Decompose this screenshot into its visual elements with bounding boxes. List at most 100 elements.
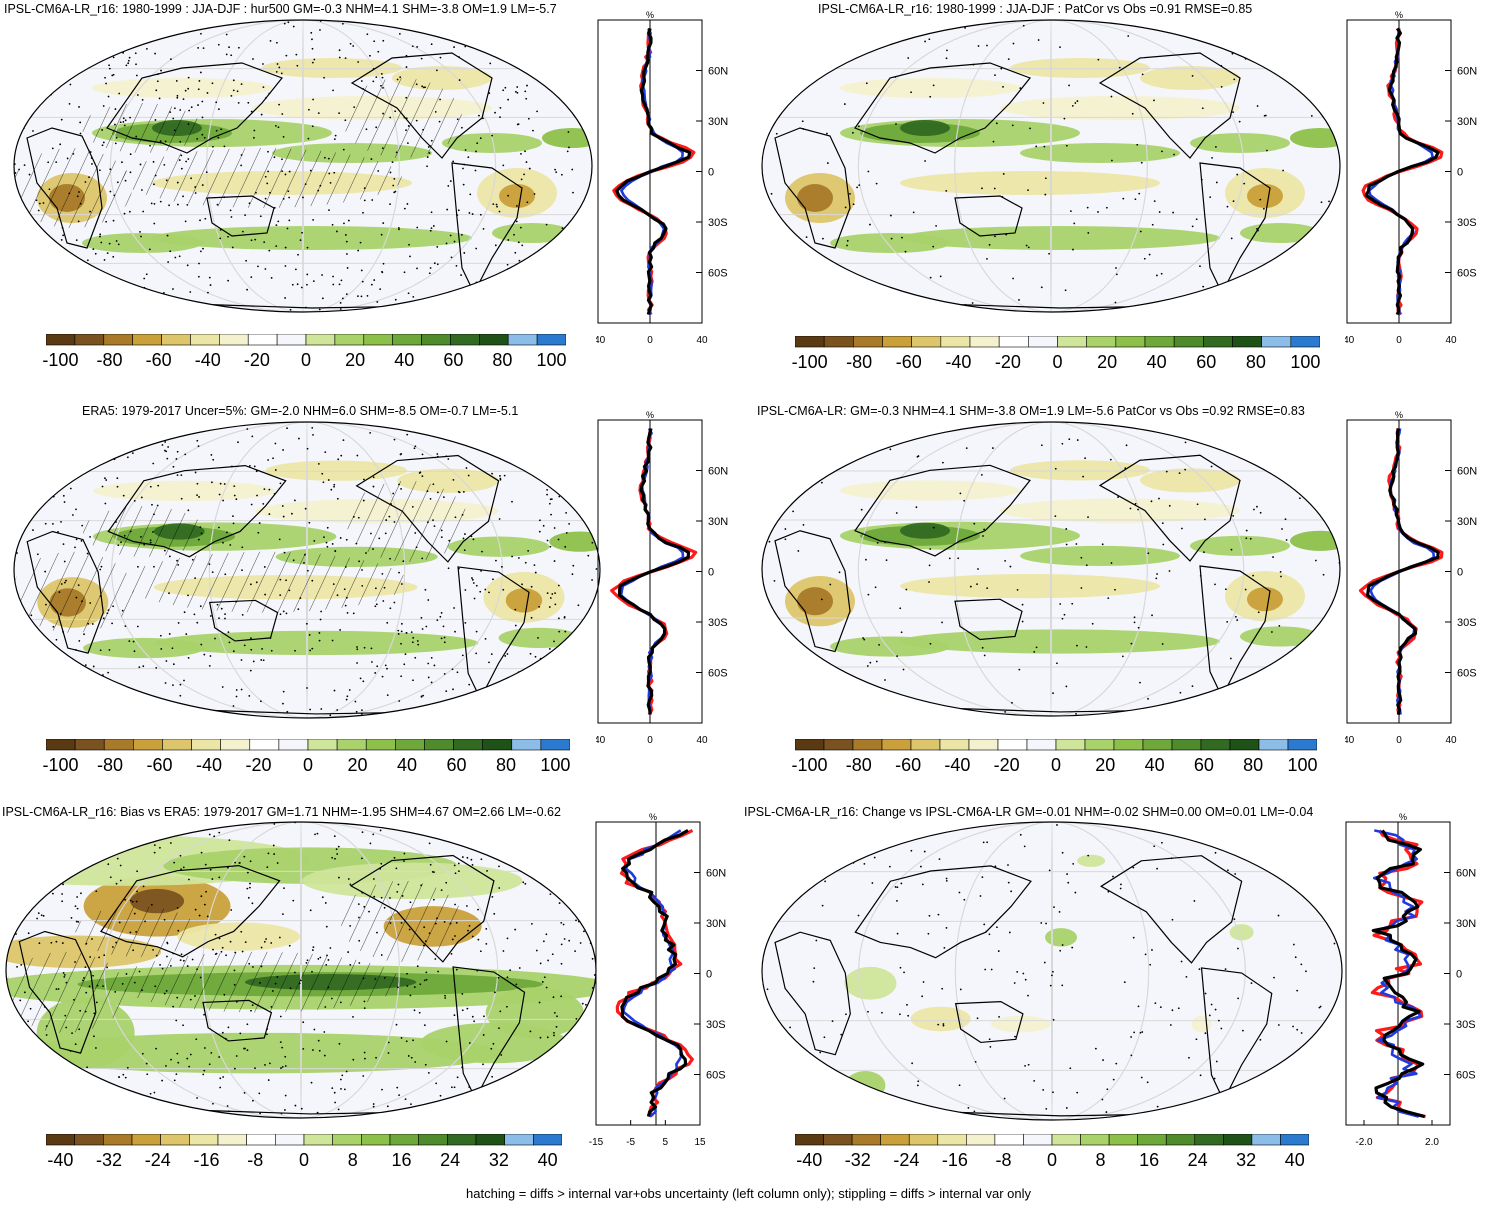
x-tick-label: 2.0 [1425, 1137, 1439, 1148]
zonal-mean-profile: % 60N 30N 0 30S 60S -40 0 40 [1345, 10, 1477, 346]
colorbar-tick-label: 20 [347, 755, 368, 775]
colorbar-tick-label: -20 [993, 755, 1020, 775]
lat-tick-label: 60N [1456, 868, 1476, 880]
colorbar [46, 739, 570, 751]
colorbar-tick-label: -8 [995, 1150, 1012, 1170]
x-tick-label: 0 [1396, 335, 1402, 346]
colorbar-tick-label: -60 [146, 755, 173, 775]
colorbar-tick-label: 0 [1050, 755, 1062, 775]
colorbar-tick-label: -100 [42, 755, 79, 775]
colorbar-tick-label: -40 [196, 755, 223, 775]
colorbar-tick-label: -16 [193, 1150, 220, 1170]
lat-tick-label: 30S [706, 1019, 726, 1031]
lat-tick-label: 60S [706, 1070, 726, 1082]
colorbar-tick-label: -16 [941, 1150, 968, 1170]
colorbar-tick-label: 40 [394, 350, 415, 370]
unit-label: % [1395, 410, 1403, 420]
lat-tick-label: 0 [1457, 167, 1463, 179]
x-tick-label: 40 [696, 735, 708, 746]
zonal-mean-profile: % 60N 30N 0 30S 60S -2.0 2.0 [1345, 812, 1476, 1148]
world-map [761, 421, 1341, 717]
colorbar-tick-label: 0 [1052, 352, 1063, 372]
x-tick-label: 0 [647, 735, 653, 746]
colorbar [46, 334, 566, 346]
colorbar-labels: -100 -80 -60 -40 -20 0 20 40 60 80 100 [791, 755, 1318, 779]
colorbar-tick-label: -40 [47, 1150, 74, 1170]
colorbar-tick-label: -32 [844, 1150, 871, 1170]
panel-title: IPSL-CM6A-LR_r16: Bias vs ERA5: 1979-201… [2, 805, 561, 819]
colorbar-tick-label: 80 [492, 350, 513, 370]
colorbar-tick-label: -20 [245, 755, 272, 775]
lat-tick-label: 30N [1457, 116, 1477, 128]
x-tick-label: -40 [596, 335, 606, 346]
x-tick-label: -40 [596, 735, 606, 746]
world-map [761, 821, 1343, 1121]
colorbar-tick-label: 24 [1187, 1150, 1208, 1170]
colorbar-tick-label: -32 [96, 1150, 123, 1170]
colorbar-tick-label: -60 [145, 350, 172, 370]
colorbar [795, 1134, 1309, 1146]
lat-tick-label: 30N [1456, 918, 1476, 930]
colorbar-tick-label: 60 [1193, 755, 1214, 775]
colorbar-tick-label: 0 [298, 1150, 310, 1170]
lat-tick-label: 60N [1457, 66, 1477, 78]
colorbar-tick-label: 100 [1290, 352, 1321, 372]
panel-title: IPSL-CM6A-LR: GM=-0.3 NHM=4.1 SHM=-3.8 O… [757, 404, 1305, 418]
lat-tick-label: 60N [706, 868, 726, 880]
panel-title: IPSL-CM6A-LR_r16: 1980-1999 : JJA-DJF : … [4, 2, 557, 16]
colorbar-tick-label: -60 [895, 755, 922, 775]
x-tick-label: 0 [1396, 735, 1402, 746]
lat-tick-label: 60N [708, 66, 728, 78]
colorbar-tick-label: -80 [97, 755, 124, 775]
colorbar-tick-label: -80 [96, 350, 123, 370]
x-tick-label: 40 [1445, 335, 1457, 346]
colorbar-tick-label: 20 [1097, 352, 1118, 372]
lat-tick-label: 60N [708, 466, 728, 478]
unit-label: % [646, 410, 654, 420]
colorbar-tick-label: -40 [194, 350, 221, 370]
colorbar-tick-label: 40 [396, 755, 417, 775]
lat-tick-label: 30S [1457, 217, 1477, 229]
colorbar-tick-label: -20 [994, 352, 1021, 372]
colorbar-labels: -100 -80 -60 -40 -20 0 20 40 60 80 100 [42, 350, 566, 374]
world-map [13, 19, 593, 313]
colorbar-tick-label: -40 [945, 352, 972, 372]
zonal-mean-profile: % 60N 30N 0 30S 60S -40 0 40 [596, 10, 728, 346]
panel-title: IPSL-CM6A-LR_r16: 1980-1999 : JJA-DJF : … [818, 2, 1253, 16]
colorbar-tick-label: -80 [846, 352, 873, 372]
lat-tick-label: 0 [706, 969, 712, 981]
colorbar-tick-label: 60 [443, 350, 464, 370]
lat-tick-label: 60S [1456, 1070, 1476, 1082]
lat-tick-label: 60S [1457, 668, 1477, 680]
colorbar [46, 1134, 562, 1146]
panel-title: ERA5: 1979-2017 Uncer=5%: GM=-2.0 NHM=6.… [82, 404, 519, 418]
lat-tick-label: 30N [706, 918, 726, 930]
lat-tick-label: 0 [708, 567, 714, 579]
world-map [13, 421, 601, 719]
colorbar-tick-label: 32 [488, 1150, 509, 1170]
colorbar-tick-label: -20 [243, 350, 270, 370]
colorbar-tick-label: 40 [1146, 352, 1167, 372]
colorbar-tick-label: 0 [302, 755, 314, 775]
lat-tick-label: 60S [708, 668, 728, 680]
unit-label: % [1399, 812, 1407, 822]
colorbar [795, 739, 1317, 751]
x-tick-label: 40 [696, 335, 708, 346]
x-tick-label: -2.0 [1355, 1137, 1373, 1148]
colorbar-tick-label: 100 [1287, 755, 1318, 775]
x-tick-label: 40 [1445, 735, 1457, 746]
colorbar-tick-label: -100 [791, 352, 828, 372]
lat-tick-label: 0 [1456, 969, 1462, 981]
colorbar-tick-label: 60 [1196, 352, 1217, 372]
colorbar-tick-label: 80 [1245, 352, 1266, 372]
world-map [5, 821, 597, 1119]
colorbar-tick-label: -24 [893, 1150, 920, 1170]
colorbar-tick-label: 0 [300, 350, 312, 370]
lat-tick-label: 60S [708, 268, 728, 280]
lat-tick-label: 30S [1456, 1019, 1476, 1031]
unit-label: % [1395, 10, 1403, 20]
colorbar-labels: -40 -32 -24 -16 -8 0 8 16 24 32 40 [46, 1150, 562, 1174]
colorbar-tick-label: -40 [944, 755, 971, 775]
lat-tick-label: 60S [1457, 268, 1477, 280]
panel-title: IPSL-CM6A-LR_r16: Change vs IPSL-CM6A-LR… [744, 805, 1314, 819]
